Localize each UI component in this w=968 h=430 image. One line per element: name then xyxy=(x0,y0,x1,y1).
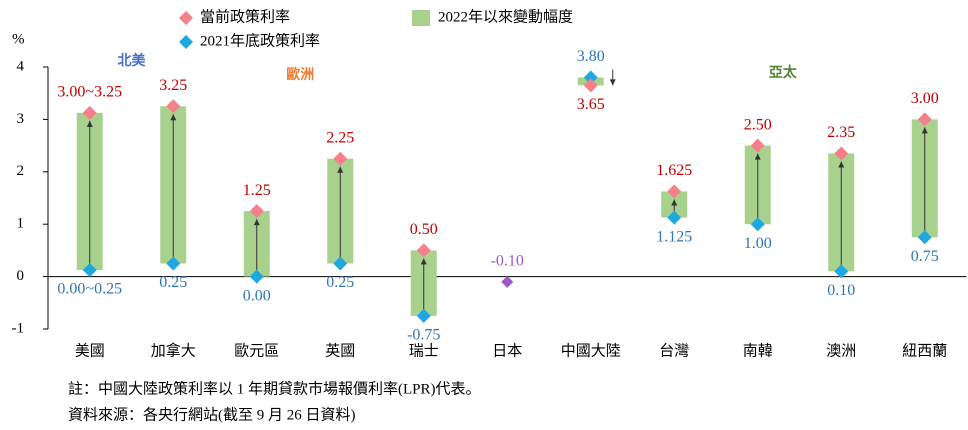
marker-2021 xyxy=(750,217,765,232)
value-label: 0.50 xyxy=(410,221,438,238)
y-tick-label: 3 xyxy=(17,111,25,127)
marker-2021 xyxy=(834,264,849,279)
legend-label: 2021年底政策利率 xyxy=(200,32,320,49)
value-label: 3.00 xyxy=(911,90,939,107)
y-tick-label: 0 xyxy=(17,268,25,284)
x-tick-label: 美國 xyxy=(75,342,105,359)
arrow-head xyxy=(921,127,928,134)
arrow-head xyxy=(838,161,845,168)
marker-current xyxy=(82,105,97,120)
value-label: 1.625 xyxy=(656,162,692,179)
value-label: 2.50 xyxy=(744,116,772,133)
marker-2021 xyxy=(917,230,932,245)
x-tick-label: 日本 xyxy=(492,342,522,359)
value-label: -0.75 xyxy=(407,327,440,344)
x-tick-label: 台灣 xyxy=(659,342,689,359)
marker-2021 xyxy=(583,70,598,85)
y-tick-label: 2 xyxy=(17,163,25,179)
legend-label: 當前政策利率 xyxy=(200,8,290,25)
value-label: 3.65 xyxy=(577,96,605,113)
x-tick-label: 澳洲 xyxy=(826,342,856,359)
y-tick-label: 4 xyxy=(17,58,25,74)
value-label: 0.00 xyxy=(243,287,271,304)
value-label: 0.10 xyxy=(827,282,855,299)
value-label: 2.35 xyxy=(827,124,855,141)
marker-current xyxy=(333,151,348,166)
arrow-head xyxy=(609,79,616,86)
marker-2021 xyxy=(667,210,682,225)
marker-current xyxy=(583,78,598,93)
value-label: 0.75 xyxy=(911,248,939,265)
arrow-head xyxy=(86,120,93,127)
value-label: 3.25 xyxy=(159,77,187,94)
legend-marker xyxy=(179,11,193,25)
marker-current xyxy=(917,112,932,127)
legend-label: 2022年以來變動幅度 xyxy=(438,8,573,25)
value-label: 0.25 xyxy=(159,274,187,291)
marker-current xyxy=(750,138,765,153)
x-tick-label: 中國大陸 xyxy=(561,342,621,359)
arrow-head xyxy=(337,166,344,173)
value-label: 1.00 xyxy=(744,235,772,252)
arrow-head xyxy=(253,219,260,226)
marker-2021 xyxy=(333,256,348,271)
arrow-head xyxy=(420,258,427,265)
x-tick-label: 紐西蘭 xyxy=(902,342,947,359)
value-label: 0.25 xyxy=(326,274,354,291)
note: 資料來源：各央行網站(截至 9 月 26 日資料) xyxy=(68,406,356,423)
x-tick-label: 瑞士 xyxy=(409,342,439,359)
marker-current xyxy=(249,204,264,219)
x-tick-label: 加拿大 xyxy=(151,341,196,359)
x-tick-label: 南韓 xyxy=(743,342,773,359)
note: 註：中國大陸政策利率以 1 年期貸款市場報價利率(LPR)代表。 xyxy=(68,380,481,397)
arrow-head xyxy=(754,153,761,160)
value-label: 3.80 xyxy=(577,48,605,65)
x-tick-label: 歐元區 xyxy=(234,342,279,359)
arrow-head xyxy=(671,199,678,206)
value-label: 1.125 xyxy=(656,228,692,245)
marker-current xyxy=(834,146,849,161)
arrow-head xyxy=(170,114,177,121)
region-label: 歐洲 xyxy=(286,66,314,83)
marker-2021 xyxy=(249,269,264,284)
marker-overlap xyxy=(501,275,514,288)
marker-current xyxy=(166,99,181,114)
value-label: 3.00~3.25 xyxy=(57,84,122,101)
marker-2021 xyxy=(166,256,181,271)
x-tick-label: 英國 xyxy=(325,341,355,359)
value-label: 1.25 xyxy=(243,182,271,199)
y-tick-label: 1 xyxy=(17,216,25,232)
marker-current xyxy=(416,243,431,258)
value-label: 0.00~0.25 xyxy=(57,281,122,298)
marker-2021 xyxy=(82,263,97,278)
value-label: -0.10 xyxy=(491,253,524,270)
y-tick-label: -1 xyxy=(12,320,25,336)
legend-marker xyxy=(412,10,430,26)
region-label: 亞太 xyxy=(769,64,798,81)
marker-current xyxy=(667,184,682,199)
y-unit: % xyxy=(12,31,25,47)
legend-marker xyxy=(179,35,193,49)
value-label: 2.25 xyxy=(326,129,354,146)
marker-2021 xyxy=(416,308,431,323)
region-label: 北美 xyxy=(118,52,147,69)
